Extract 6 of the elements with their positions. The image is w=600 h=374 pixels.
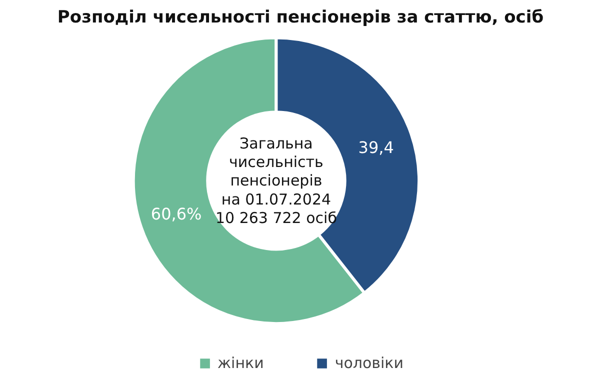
legend-label: жінки (218, 354, 264, 372)
data-label: 39,4 (358, 138, 394, 158)
data-label: 60,6% (150, 204, 202, 224)
chart-title: Розподіл чисельності пенсіонерів за статтю, осіб (57, 8, 544, 28)
legend-label: чоловіки (334, 354, 404, 372)
text: Загальна чисельність пенсіонерів на 01.07.2024 10 263 722 осіб (215, 134, 337, 228)
